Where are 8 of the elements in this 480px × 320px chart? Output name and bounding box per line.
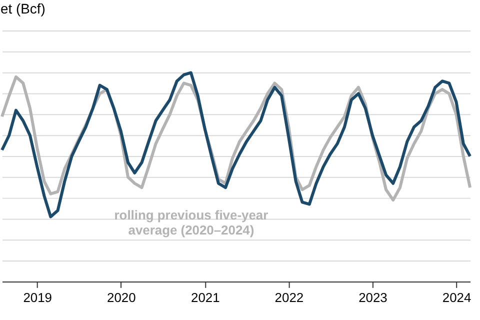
x-tick-label: 2022 (274, 290, 304, 305)
x-tick-label: 2024 (442, 290, 472, 305)
x-tick-label: 2021 (191, 290, 220, 305)
x-tick-label: 2019 (23, 290, 52, 305)
x-tick-label: 2023 (358, 290, 388, 305)
chart-title: et (Bcf) (0, 0, 46, 17)
x-tick-label: 2020 (107, 290, 136, 305)
text: rolling previous five-year average (2020–2024) (114, 208, 268, 238)
